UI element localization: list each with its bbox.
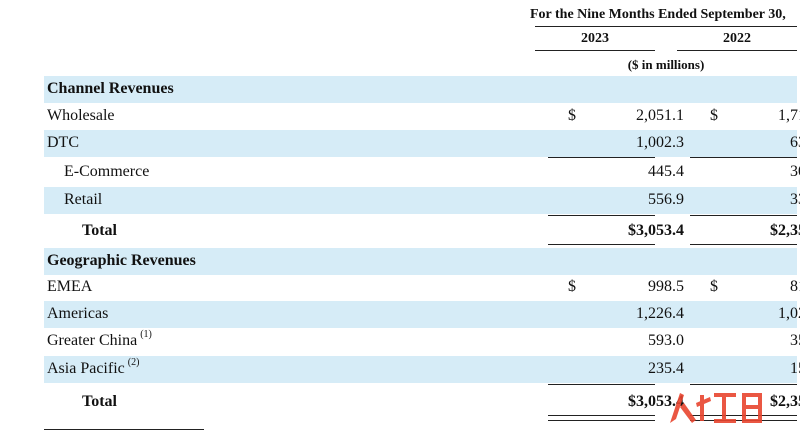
total-2023-number: $3,053.4: [628, 393, 684, 410]
footnote-marker: (2): [127, 357, 140, 368]
double-rule: [548, 415, 655, 421]
total-2023-number: $3,053.4: [628, 222, 684, 239]
dollar-sign: $: [568, 278, 576, 295]
row-label: Asia Pacific (2): [47, 357, 140, 378]
row-label-text: Greater China: [47, 332, 138, 349]
row-label: DTC: [47, 134, 79, 151]
table-row: E-Commerce 445.4 303.4: [44, 159, 800, 186]
total-rule: [690, 384, 797, 385]
subtotal-rule: [548, 157, 655, 158]
table-row: Americas 1,226.4 1,027.6: [44, 301, 800, 328]
geo-section-row: Geographic Revenues: [44, 248, 797, 275]
year-2022-header: 2022: [723, 31, 751, 46]
dollar-sign: $: [710, 107, 718, 124]
row-label: EMEA: [47, 278, 93, 295]
value-2022-number: 1,027.6: [778, 305, 800, 322]
year-2022-rule: [677, 50, 797, 51]
total-label: Total: [82, 393, 117, 410]
watermark-logo: [670, 393, 762, 423]
value-2023-number: 556.9: [648, 191, 684, 208]
table-row: Asia Pacific(2) 235.4 154.1: [44, 356, 800, 383]
geo-section-title: Geographic Revenues: [47, 252, 196, 269]
table-row: Retail 556.9 336.2: [44, 187, 800, 214]
header-rule: [535, 26, 797, 27]
row-label: Wholesale: [47, 107, 115, 124]
value-2023-number: 1,226.4: [636, 305, 684, 322]
footer-rule: [44, 429, 204, 430]
row-label: E-Commerce: [64, 163, 150, 180]
units-label: ($ in millions): [627, 57, 705, 72]
row-label: Greater China (1): [47, 329, 152, 350]
total-row: Total $3,053.4 $2,350.1: [44, 389, 800, 416]
value-2023-number: 2,051.1: [636, 107, 684, 124]
row-label: Americas: [47, 305, 109, 322]
value-2023-number: 445.4: [648, 163, 684, 180]
period-header: For the Nine Months Ended September 30,: [530, 7, 786, 22]
total-2022-number: $2,350.1: [770, 222, 800, 239]
table-row: Greater China(1) 593.0 353.8: [44, 328, 800, 355]
total-row: Total $3,053.4 $2,350.1: [44, 218, 800, 245]
total-rule: [548, 384, 655, 385]
footnote-marker: (1): [140, 329, 152, 340]
value-2022-number: 1,710.4: [778, 107, 800, 124]
value-2022-number: 303.4: [790, 163, 800, 180]
total-label: Total: [82, 222, 117, 239]
value-2023-number: 1,002.3: [636, 134, 684, 151]
channel-section-row: Channel Revenues: [44, 76, 797, 103]
row-label-text: Asia Pacific: [47, 360, 125, 377]
value-2023-number: 235.4: [648, 360, 684, 377]
row-label: Retail: [64, 191, 103, 208]
dollar-sign: $: [568, 107, 576, 124]
year-2023-rule: [535, 50, 655, 51]
value-2022-number: 353.8: [790, 332, 800, 349]
dollar-sign: $: [710, 278, 718, 295]
total-rule: [690, 215, 797, 216]
value-2022-number: 814.6: [790, 278, 800, 295]
value-2022-number: 639.7: [790, 134, 800, 151]
table-row: Wholesale $ 2,051.1 $ 1,710.4: [44, 103, 800, 130]
value-2023-number: 998.5: [648, 278, 684, 295]
subtotal-rule: [690, 157, 797, 158]
table-row: DTC 1,002.3 639.7: [44, 130, 800, 157]
value-2022-number: 336.2: [790, 191, 800, 208]
year-2023-header: 2023: [581, 31, 609, 46]
value-2022-number: 154.1: [790, 360, 800, 377]
value-2023-number: 593.0: [648, 332, 684, 349]
total-2022-number: $2,350.1: [770, 393, 800, 410]
channel-section-title: Channel Revenues: [47, 80, 174, 97]
table-row: EMEA $ 998.5 $ 814.6: [44, 274, 800, 301]
total-rule: [548, 215, 655, 216]
